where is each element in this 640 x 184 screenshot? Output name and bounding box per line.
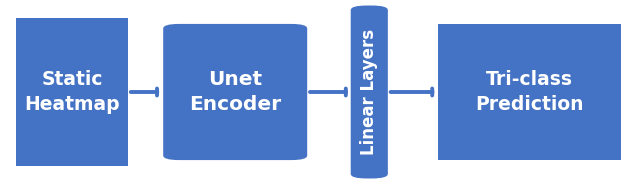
- FancyBboxPatch shape: [163, 24, 307, 160]
- Text: Static
Heatmap: Static Heatmap: [24, 70, 120, 114]
- FancyBboxPatch shape: [351, 6, 388, 178]
- Bar: [16, 18, 128, 166]
- Text: Linear Layers: Linear Layers: [360, 29, 378, 155]
- Text: Tri-class
Prediction: Tri-class Prediction: [476, 70, 584, 114]
- Text: Unet
Encoder: Unet Encoder: [189, 70, 281, 114]
- Bar: [438, 24, 621, 160]
